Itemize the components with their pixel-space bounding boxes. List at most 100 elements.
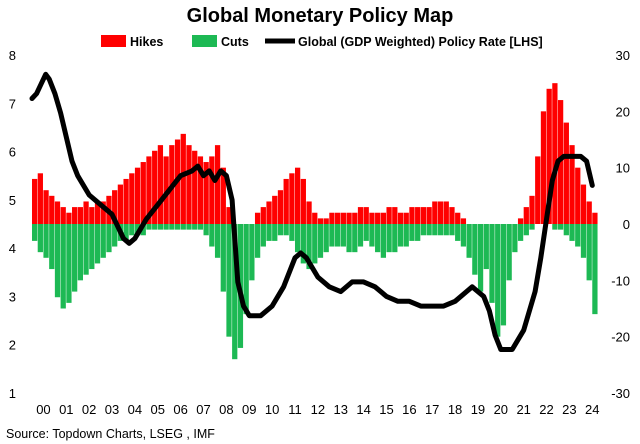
- policy-rate-series: [29, 71, 595, 352]
- cut-bar: [66, 224, 72, 303]
- hike-bar: [426, 207, 432, 224]
- right-tick-label: 0: [623, 217, 630, 232]
- cut-bar: [409, 224, 415, 241]
- cut-bar: [169, 224, 175, 230]
- cut-bar: [557, 224, 564, 230]
- hike-bar: [432, 201, 438, 224]
- hike-bar: [203, 162, 209, 224]
- cut-bar: [312, 224, 318, 264]
- hike-bar: [180, 133, 186, 224]
- legend-label-hikes: Hikes: [130, 35, 163, 49]
- x-tick-label: 10: [265, 402, 279, 417]
- cut-bar: [112, 224, 118, 247]
- cut-bar: [449, 224, 455, 236]
- cut-bar: [123, 224, 129, 241]
- hike-bar: [294, 167, 301, 224]
- cut-bar: [317, 224, 324, 258]
- hike-bar: [214, 145, 221, 224]
- cut-bar: [346, 224, 352, 253]
- cut-bar: [289, 224, 295, 241]
- x-tick-label: 09: [242, 402, 256, 417]
- cut-bar: [437, 224, 444, 236]
- hike-bar: [117, 184, 124, 224]
- left-tick-label: 5: [9, 193, 16, 208]
- cut-bar: [37, 224, 43, 253]
- cut-bar: [77, 224, 83, 281]
- cut-bar: [466, 224, 472, 258]
- cut-bar: [214, 224, 221, 258]
- hike-bar: [60, 207, 66, 224]
- hike-bar: [83, 201, 89, 224]
- cut-bar: [197, 224, 204, 230]
- hike-bar: [54, 201, 61, 224]
- hike-bar: [357, 207, 364, 224]
- cut-bar: [489, 224, 495, 303]
- hike-bar: [329, 212, 335, 224]
- x-tick-label: 20: [494, 402, 508, 417]
- cut-bar: [60, 224, 66, 309]
- cut-bar: [329, 224, 335, 247]
- x-tick-label: 11: [288, 402, 302, 417]
- hike-bar: [563, 122, 569, 224]
- cut-bar: [363, 224, 369, 241]
- cut-bar: [186, 224, 192, 230]
- hike-bar: [586, 201, 592, 224]
- cut-bar: [380, 224, 387, 258]
- hike-bar: [546, 88, 552, 224]
- cut-bar: [563, 224, 569, 236]
- hike-bar: [140, 162, 146, 224]
- hike-bar: [43, 190, 49, 224]
- x-tick-label: 05: [151, 402, 165, 417]
- hike-bar: [306, 201, 312, 224]
- x-tick-label: 06: [173, 402, 187, 417]
- cut-bar: [203, 224, 209, 236]
- hike-bar: [437, 201, 444, 224]
- cut-bar: [500, 224, 507, 326]
- cut-bar: [129, 224, 135, 236]
- hike-bar: [32, 178, 38, 224]
- cut-bar: [146, 224, 152, 230]
- hike-bar: [523, 207, 529, 224]
- right-tick-label: -20: [611, 330, 630, 345]
- source-note: Source: Topdown Charts, LSEG , IMF: [6, 427, 215, 441]
- x-tick-label: 13: [333, 402, 347, 417]
- cut-bar: [174, 224, 181, 230]
- right-axis: 30 20 10 0 -10 -20 -30: [611, 48, 630, 401]
- cut-bar: [523, 224, 529, 236]
- hike-bar: [592, 212, 598, 224]
- cut-bar: [260, 224, 266, 247]
- hike-bar: [409, 207, 415, 224]
- hike-bar: [552, 83, 558, 225]
- cut-bar: [220, 224, 226, 292]
- x-tick-label: 14: [356, 402, 370, 417]
- cut-bar: [586, 224, 592, 281]
- x-tick-label: 03: [105, 402, 119, 417]
- hike-bar: [580, 184, 587, 224]
- hike-bar: [375, 212, 381, 224]
- cut-bar: [517, 224, 524, 241]
- x-axis: 00 01 02 03 04 05 06 07 08 09 10 11 12 13 14 15 16 17 18 19…: [36, 402, 599, 417]
- cut-bar: [369, 224, 375, 247]
- cut-bar: [300, 224, 306, 264]
- hike-bar: [277, 190, 284, 224]
- cut-bar: [357, 224, 364, 247]
- hike-bar: [37, 173, 43, 224]
- legend-label-policy-rate: Global (GDP Weighted) Policy Rate [LHS]: [298, 35, 543, 49]
- hike-bar: [420, 207, 427, 224]
- hike-bar: [260, 207, 266, 224]
- hike-bar: [535, 156, 541, 224]
- hike-bar: [49, 195, 55, 224]
- hike-bar: [392, 207, 398, 224]
- x-tick-label: 12: [311, 402, 325, 417]
- x-tick-label: 22: [539, 402, 553, 417]
- cut-bar: [49, 224, 55, 270]
- cut-bar: [140, 224, 146, 236]
- cut-bar: [477, 224, 484, 292]
- cut-bar: [495, 224, 501, 337]
- hike-bar: [323, 218, 329, 224]
- cut-bar: [472, 224, 478, 275]
- legend-swatch-cuts: [192, 35, 217, 47]
- x-tick-label: 02: [82, 402, 96, 417]
- hike-bar: [340, 212, 346, 224]
